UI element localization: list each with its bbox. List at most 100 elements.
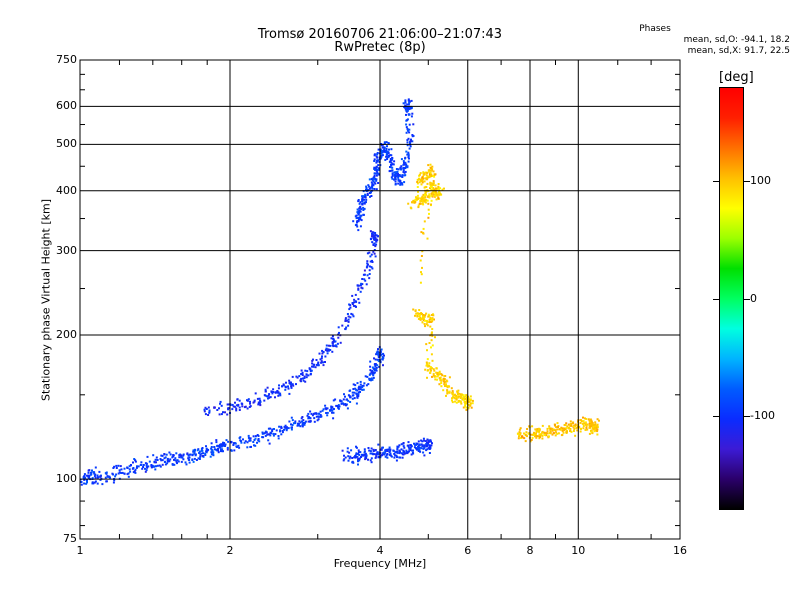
data-point (406, 129, 409, 132)
data-point (551, 427, 554, 430)
data-point (427, 216, 430, 219)
data-point (417, 204, 420, 207)
data-point (432, 170, 435, 173)
data-point (563, 428, 566, 430)
data-point (426, 438, 429, 441)
data-point (405, 150, 408, 153)
data-point (368, 377, 371, 380)
data-point (382, 352, 385, 355)
data-point (197, 457, 200, 460)
data-point (429, 175, 432, 178)
data-point (96, 482, 99, 485)
data-point (579, 421, 582, 424)
data-point (359, 290, 362, 293)
data-point (159, 458, 162, 460)
data-point (388, 451, 391, 454)
data-point (375, 161, 378, 164)
data-point (465, 406, 468, 409)
data-point (350, 449, 353, 452)
data-point (222, 443, 225, 446)
data-point (264, 388, 267, 391)
data-point (405, 126, 408, 129)
data-point (434, 378, 437, 381)
data-point (518, 431, 521, 434)
data-point (256, 397, 259, 400)
data-point (259, 404, 262, 407)
data-point (358, 202, 361, 205)
data-point (589, 426, 591, 429)
data-point (375, 188, 378, 191)
data-point (593, 423, 596, 426)
data-point (214, 448, 216, 451)
data-point (357, 463, 359, 466)
data-point (133, 470, 136, 473)
data-point (341, 449, 344, 452)
data-point (441, 374, 444, 377)
data-point (342, 398, 345, 401)
data-point (433, 175, 436, 178)
data-point (87, 471, 90, 474)
data-point (425, 320, 428, 322)
data-point (400, 165, 403, 168)
data-point (252, 435, 255, 438)
data-point (426, 365, 429, 368)
data-point (220, 443, 223, 446)
data-point (137, 465, 140, 468)
data-point (362, 195, 365, 198)
data-point (431, 442, 433, 445)
data-point (359, 214, 362, 217)
data-point (430, 353, 433, 356)
data-point (376, 171, 379, 174)
data-point (432, 313, 434, 316)
data-point (101, 483, 104, 486)
data-point (430, 173, 433, 176)
data-point (326, 411, 329, 414)
data-point (185, 463, 188, 466)
data-point (428, 318, 431, 321)
data-point (216, 409, 219, 411)
data-point (248, 439, 251, 442)
data-point (342, 402, 345, 405)
data-point (374, 168, 377, 171)
data-point (391, 173, 394, 176)
data-point (261, 432, 264, 435)
data-point (430, 186, 433, 189)
data-point (411, 140, 414, 143)
data-point (153, 460, 156, 463)
data-point (429, 371, 432, 374)
data-point (549, 431, 552, 434)
data-point (357, 213, 360, 216)
data-point (83, 473, 86, 476)
data-point (588, 419, 591, 422)
data-point (338, 331, 340, 334)
data-point (331, 350, 334, 353)
data-point (267, 433, 269, 436)
data-point (330, 405, 333, 408)
data-point (315, 415, 318, 418)
data-point (383, 142, 386, 145)
data-point (420, 231, 423, 234)
data-point (369, 255, 372, 258)
data-point (364, 458, 367, 461)
data-point (420, 178, 423, 181)
data-point (270, 432, 273, 435)
data-point (471, 399, 474, 402)
data-point (297, 424, 300, 427)
data-point (391, 158, 394, 160)
data-point (249, 400, 251, 403)
data-point (359, 225, 362, 228)
data-point (235, 407, 238, 410)
data-point (267, 439, 270, 442)
data-point (417, 447, 420, 450)
data-point (192, 460, 195, 463)
data-point (319, 414, 322, 416)
data-point (326, 349, 329, 352)
data-point (372, 367, 375, 370)
data-point (347, 399, 350, 402)
data-point (324, 349, 327, 352)
data-point (246, 441, 249, 444)
data-point (580, 420, 583, 423)
data-point (425, 199, 428, 202)
data-point (369, 365, 372, 368)
data-point (361, 198, 364, 201)
